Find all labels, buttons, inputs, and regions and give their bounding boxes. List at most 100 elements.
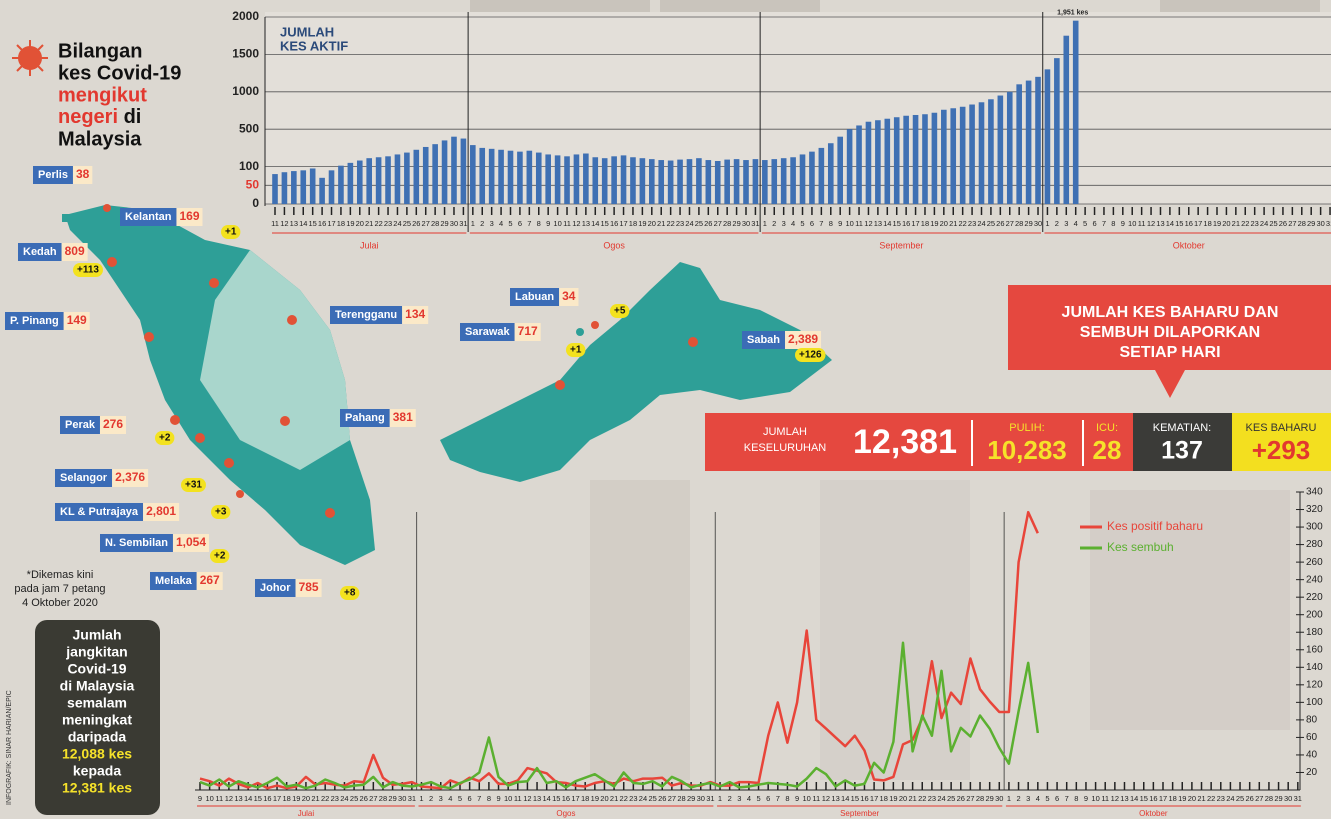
x-tick-label: 10 xyxy=(803,794,811,803)
x-tick-label: 21 xyxy=(908,794,916,803)
bar xyxy=(376,157,382,204)
title-icon xyxy=(12,40,48,76)
summary-line: di Malaysia xyxy=(60,678,135,694)
x-tick-label: 22 xyxy=(958,219,966,228)
bar xyxy=(743,160,749,204)
x-tick-label: 24 xyxy=(393,219,401,228)
bar xyxy=(1054,58,1060,204)
state-name: Perlis xyxy=(38,169,68,181)
state-count: 34 xyxy=(562,289,576,303)
x-tick-label: 20 xyxy=(940,219,948,228)
state-count: 2,389 xyxy=(788,332,818,346)
bar xyxy=(932,113,938,204)
month-label: Oktober xyxy=(1139,809,1168,818)
x-tick-label: 1 xyxy=(419,794,423,803)
x-tick-label: 11 xyxy=(514,794,522,803)
state-new: +31 xyxy=(185,480,202,491)
x-tick-label: 31 xyxy=(751,219,759,228)
state-name: Melaka xyxy=(155,575,193,587)
x-tick-label: 13 xyxy=(234,794,242,803)
bar xyxy=(583,154,589,204)
x-tick-label: 4 xyxy=(1074,219,1078,228)
x-tick-label: 27 xyxy=(966,794,974,803)
bar xyxy=(291,171,297,204)
x-tick-label: 29 xyxy=(985,794,993,803)
state-name: Johor xyxy=(260,582,291,594)
x-tick-label: 9 xyxy=(496,794,500,803)
bar xyxy=(687,159,693,204)
x-tick-label: 9 xyxy=(1121,219,1125,228)
state-name: Selangor xyxy=(60,472,108,484)
x-tick-label: 7 xyxy=(1102,219,1106,228)
x-tick-label: 20 xyxy=(648,219,656,228)
month-label: September xyxy=(840,809,879,818)
annotation: 1,951 kes xyxy=(1057,10,1088,17)
state-count: 267 xyxy=(200,573,220,587)
x-tick-label: 24 xyxy=(1226,794,1234,803)
bar xyxy=(555,155,561,204)
title-word: negeri xyxy=(58,106,118,128)
x-tick-label: 28 xyxy=(379,794,387,803)
state-name: Pahang xyxy=(345,412,385,424)
y-tick-label: 240 xyxy=(1306,574,1323,585)
x-tick-label: 24 xyxy=(639,794,647,803)
x-tick-label: 8 xyxy=(1074,794,1078,803)
x-tick-label: 17 xyxy=(870,794,878,803)
bar xyxy=(979,102,985,204)
bar xyxy=(282,172,288,204)
bar xyxy=(922,114,928,204)
bar xyxy=(724,160,730,204)
state-count: 149 xyxy=(67,313,87,327)
x-tick-label: 18 xyxy=(581,794,589,803)
x-tick-label: 17 xyxy=(911,219,919,228)
x-tick-label: 19 xyxy=(638,219,646,228)
x-tick-label: 28 xyxy=(677,794,685,803)
x-tick-label: 24 xyxy=(685,219,693,228)
x-tick-label: 22 xyxy=(1207,794,1215,803)
x-tick-label: 5 xyxy=(1045,794,1049,803)
bar xyxy=(800,154,806,204)
title-line: kes Covid-19 xyxy=(58,62,181,84)
x-tick-label: 12 xyxy=(864,219,872,228)
y-tick-label: 260 xyxy=(1306,557,1323,568)
x-tick-label: 14 xyxy=(1166,219,1174,228)
bar xyxy=(536,153,542,204)
bar xyxy=(875,120,881,204)
bar xyxy=(696,158,702,204)
x-tick-label: 20 xyxy=(356,219,364,228)
x-tick-label: 25 xyxy=(1236,794,1244,803)
x-tick-label: 26 xyxy=(996,219,1004,228)
bar xyxy=(611,156,617,204)
bar xyxy=(272,174,278,204)
summary-line: 12,381 kes xyxy=(62,780,132,796)
x-tick-label: 16 xyxy=(562,794,570,803)
x-tick-label: 24 xyxy=(937,794,945,803)
x-tick-label: 20 xyxy=(1222,219,1230,228)
x-tick-label: 13 xyxy=(1120,794,1128,803)
bar xyxy=(329,170,335,204)
state-new: +3 xyxy=(215,507,227,518)
x-tick-label: 8 xyxy=(1111,219,1115,228)
x-tick-label: 15 xyxy=(254,794,262,803)
stat-value: 10,283 xyxy=(987,435,1067,465)
y-tick-label: 500 xyxy=(239,121,259,135)
x-tick-label: 31 xyxy=(459,219,467,228)
bar xyxy=(903,116,909,204)
x-tick-label: 20 xyxy=(1188,794,1196,803)
bar xyxy=(988,99,994,204)
x-tick-label: 25 xyxy=(648,794,656,803)
state-new: +1 xyxy=(225,227,237,238)
x-tick-label: 26 xyxy=(360,794,368,803)
note-line: pada jam 7 petang xyxy=(14,583,105,595)
x-tick-label: 9 xyxy=(838,219,842,228)
x-tick-label: 13 xyxy=(582,219,590,228)
x-tick-label: 16 xyxy=(1149,794,1157,803)
x-tick-label: 10 xyxy=(205,794,213,803)
stat-label: KESELURUHAN xyxy=(744,442,827,454)
state-count: 1,054 xyxy=(176,535,206,549)
x-tick-label: 8 xyxy=(829,219,833,228)
chart-title: KES AKTIF xyxy=(280,38,348,53)
x-tick-label: 25 xyxy=(947,794,955,803)
x-tick-label: 1 xyxy=(1045,219,1049,228)
x-tick-label: 9 xyxy=(546,219,550,228)
